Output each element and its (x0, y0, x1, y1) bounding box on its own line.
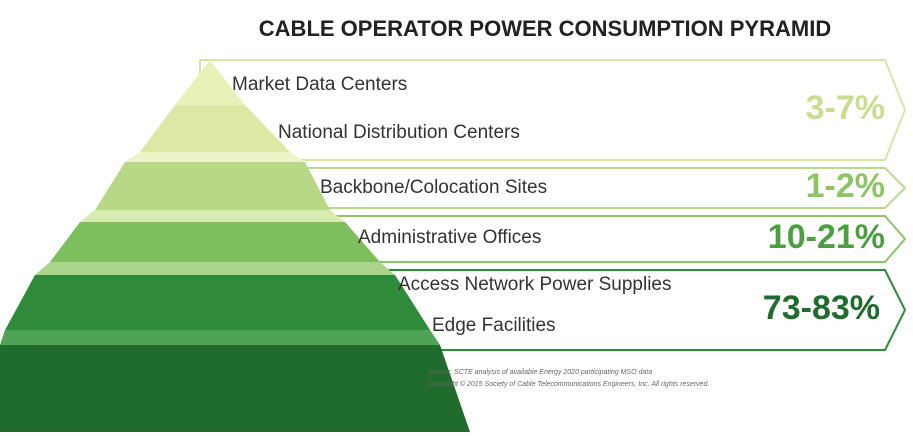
layer (50, 222, 380, 262)
ledge (125, 152, 305, 162)
copyright: Copyright © 2015 Society of Cable Teleco… (428, 380, 709, 388)
tier-label: Edge Facilities (432, 315, 556, 336)
tier-label: Market Data Centers (232, 74, 407, 95)
ledge (35, 262, 395, 275)
infographic: CABLE OPERATOR POWER CONSUMPTION PYRAMID… (0, 0, 913, 436)
tier-label: Backbone/Colocation Sites (320, 177, 547, 198)
layer (0, 345, 470, 432)
share: 1-2% (806, 167, 885, 205)
layer (95, 162, 330, 210)
ledge (0, 330, 440, 345)
tier-label: National Distribution Centers (278, 122, 520, 143)
share: 73-83% (763, 289, 880, 327)
title: CABLE OPERATOR POWER CONSUMPTION PYRAMID (259, 16, 831, 41)
share: 10-21% (768, 218, 885, 256)
tier-label: Access Network Power Supplies (398, 274, 672, 295)
tier-label: Administrative Offices (358, 227, 541, 248)
layer (5, 275, 430, 330)
share: 3-7% (806, 89, 885, 127)
ledge (80, 210, 345, 222)
source: Source: SCTE analysis of available Energ… (428, 369, 652, 376)
